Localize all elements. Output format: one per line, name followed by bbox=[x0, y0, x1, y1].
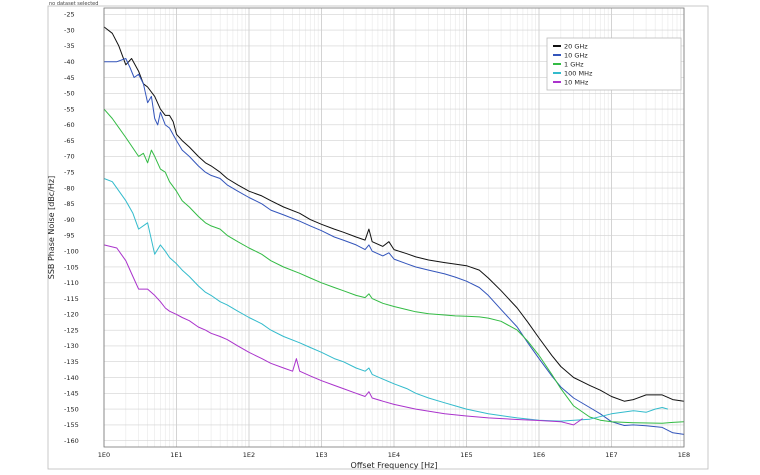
legend-label: 10 GHz bbox=[564, 51, 588, 59]
legend-label: 20 GHz bbox=[564, 42, 588, 50]
series-line-1-ghz bbox=[103, 108, 685, 424]
series-line-20-ghz bbox=[103, 26, 685, 402]
y-tick-label: -50 bbox=[64, 90, 75, 98]
y-tick-label: -95 bbox=[64, 232, 75, 240]
y-tick-label: -120 bbox=[64, 311, 79, 319]
y-tick-label: -40 bbox=[64, 58, 75, 66]
tick-labels: 1E0 1E1 1E2 1E3 1E4 1E5 1E6 1E7 1E8 -25 -30 -35 -40 -… bbox=[64, 11, 690, 459]
legend-label: 10 MHz bbox=[564, 78, 589, 86]
legend-item[interactable]: 10 MHz bbox=[553, 78, 589, 86]
y-tick-label: -130 bbox=[64, 342, 79, 350]
grid bbox=[103, 8, 685, 447]
x-tick-label: 1E1 bbox=[170, 451, 182, 459]
legend-label: 100 MHz bbox=[564, 69, 593, 77]
y-tick-label: -110 bbox=[64, 279, 79, 287]
y-axis-title: SSB Phase Noise [dBc/Hz] bbox=[47, 176, 56, 279]
y-tick-label: -155 bbox=[64, 421, 79, 429]
legend-label: 1 GHz bbox=[564, 60, 584, 68]
y-tick-label: -75 bbox=[64, 169, 75, 177]
y-tick-label: -65 bbox=[64, 137, 75, 145]
y-tick-label: -55 bbox=[64, 105, 75, 113]
y-tick-label: -145 bbox=[64, 390, 79, 398]
y-tick-label: -115 bbox=[64, 295, 79, 303]
series-lines bbox=[103, 26, 685, 435]
y-tick-label: -100 bbox=[64, 247, 79, 255]
legend-item[interactable]: 20 GHz bbox=[553, 42, 588, 50]
y-tick-label: -85 bbox=[64, 200, 75, 208]
x-tick-label: 1E0 bbox=[98, 451, 110, 459]
x-tick-label: 1E8 bbox=[678, 451, 690, 459]
y-tick-label: -30 bbox=[64, 26, 75, 34]
x-tick-label: 1E5 bbox=[460, 451, 472, 459]
x-tick-label: 1E4 bbox=[388, 451, 400, 459]
y-tick-label: -160 bbox=[64, 437, 79, 445]
x-tick-label: 1E3 bbox=[315, 451, 327, 459]
y-tick-label: -150 bbox=[64, 405, 79, 413]
y-tick-label: -105 bbox=[64, 263, 79, 271]
y-tick-label: -90 bbox=[64, 216, 75, 224]
y-tick-label: -125 bbox=[64, 326, 79, 334]
legend-item[interactable]: 1 GHz bbox=[553, 60, 584, 68]
series-line-100-mhz bbox=[103, 178, 669, 422]
y-tick-label: -60 bbox=[64, 121, 75, 129]
y-tick-label: -80 bbox=[64, 184, 75, 192]
x-axis-title: Offset Frequency [Hz] bbox=[351, 461, 438, 470]
x-tick-label: 1E2 bbox=[243, 451, 255, 459]
legend-item[interactable]: 100 MHz bbox=[553, 69, 593, 77]
x-tick-label: 1E6 bbox=[533, 451, 545, 459]
x-tick-label: 1E7 bbox=[605, 451, 617, 459]
y-tick-label: -70 bbox=[64, 153, 75, 161]
y-tick-label: -135 bbox=[64, 358, 79, 366]
legend-item[interactable]: 10 GHz bbox=[553, 51, 588, 59]
y-tick-label: -35 bbox=[64, 42, 75, 50]
status-text: no dataset selected bbox=[49, 1, 99, 7]
plot-area-border bbox=[103, 7, 685, 448]
y-tick-label: -140 bbox=[64, 374, 79, 382]
legend-box bbox=[546, 37, 682, 91]
series-line-10-mhz bbox=[103, 244, 583, 426]
y-tick-label: -45 bbox=[64, 74, 75, 82]
y-tick-label: -25 bbox=[64, 11, 75, 19]
